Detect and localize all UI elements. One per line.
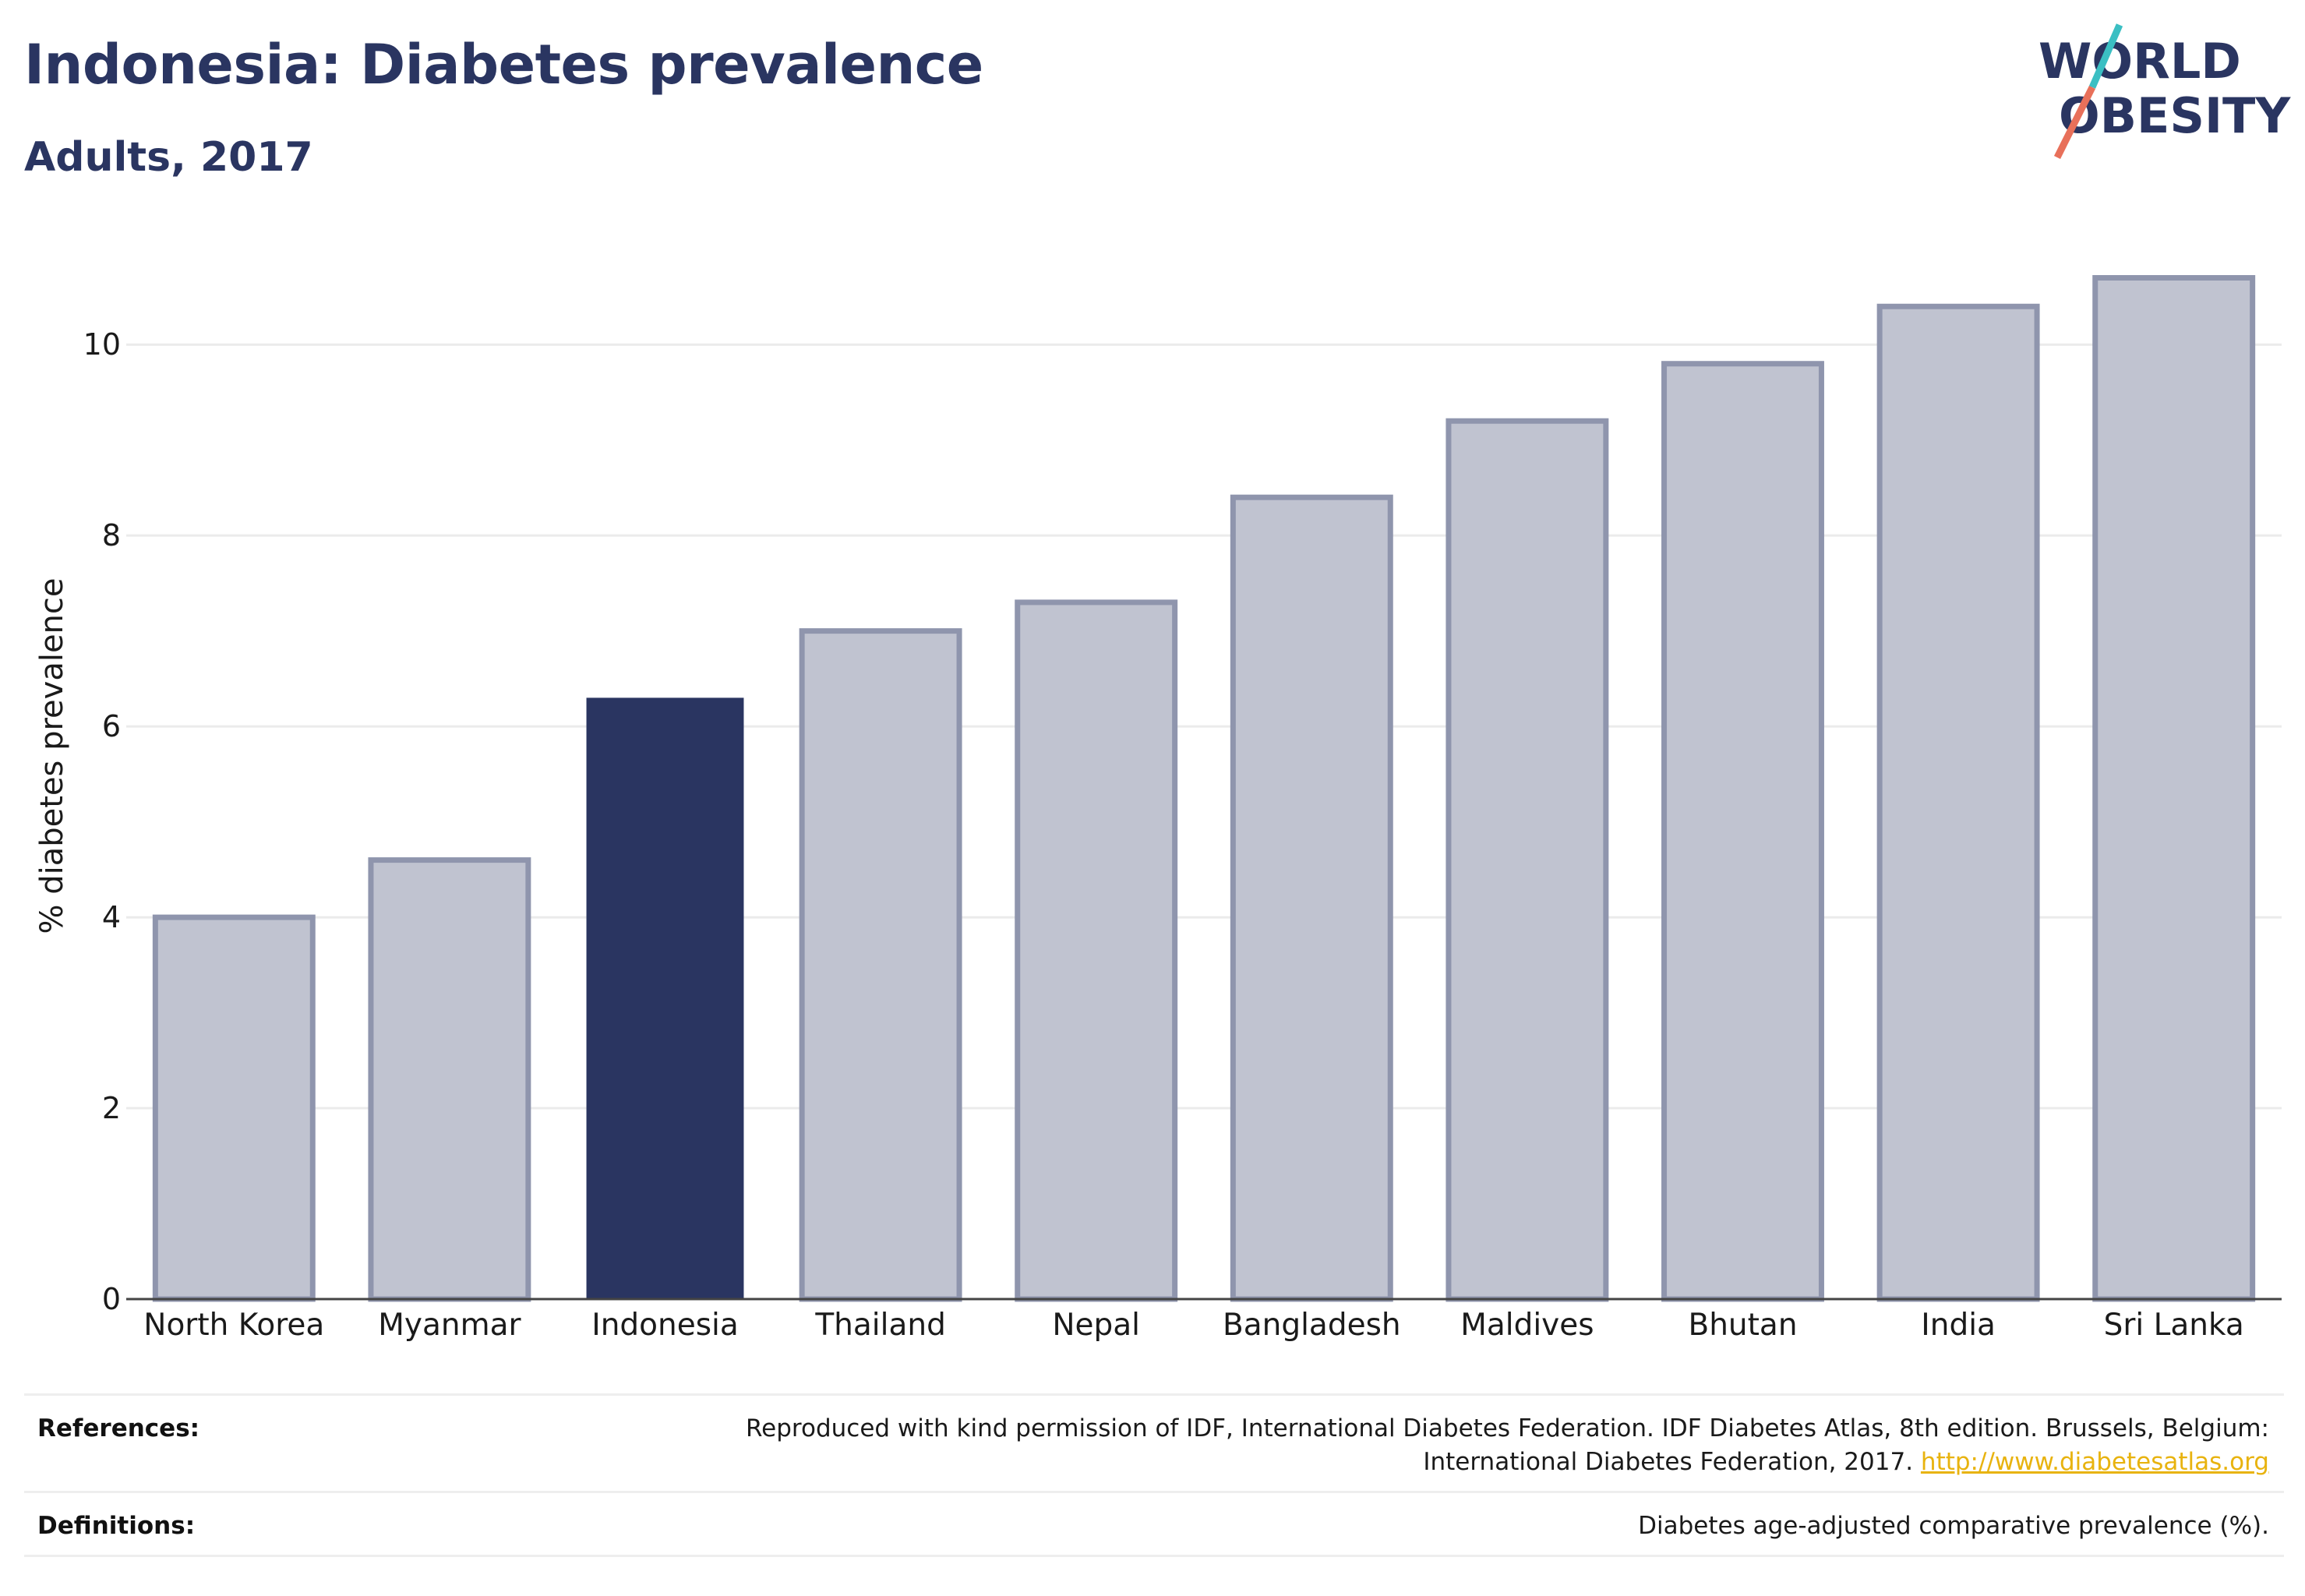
world-obesity-logo: WORLD OBESITY <box>2038 23 2291 160</box>
logo-line-obesity: OBESITY <box>2059 87 2291 144</box>
references-line-2-text: International Diabetes Federation, 2017. <box>1423 1448 1914 1476</box>
x-tick-label: Bangladesh <box>1223 1308 1401 1343</box>
x-tick-label: Sri Lanka <box>2104 1308 2244 1343</box>
chart-subtitle: Adults, 2017 <box>24 134 313 181</box>
bar-maldives <box>1445 418 1609 1302</box>
footer-divider-top <box>24 1393 2284 1396</box>
logo-line-world: WORLD <box>2038 33 2241 90</box>
y-tick-label: 0 <box>102 1282 121 1316</box>
bar-chart: 0 2 4 6 8 10 North Korea Myanmar Indonesia Thail… <box>34 274 2282 1343</box>
y-axis-label: % diabetes prevalence <box>34 577 70 934</box>
bar-thailand <box>799 628 962 1302</box>
x-tick-label: Myanmar <box>378 1308 521 1343</box>
bar-india <box>1876 303 2040 1302</box>
y-tick-label: 10 <box>83 327 121 362</box>
references-text: Reproduced with kind permission of IDF, … <box>746 1412 2269 1479</box>
x-tick-label: India <box>1921 1308 1996 1343</box>
x-tick-label: Bhutan <box>1688 1308 1797 1343</box>
definitions-label: Definitions: <box>37 1512 196 1540</box>
definitions-text: Diabetes age-adjusted comparative preval… <box>1638 1512 2269 1540</box>
x-tick-label: Maldives <box>1460 1308 1594 1343</box>
logo-slash-top <box>2088 23 2123 89</box>
x-tick-label: Indonesia <box>591 1308 739 1343</box>
references-line-1: Reproduced with kind permission of IDF, … <box>746 1414 2269 1442</box>
bar-myanmar <box>368 857 531 1302</box>
logo-slash-bottom <box>2053 85 2096 160</box>
footer-divider-bottom <box>24 1555 2284 1557</box>
x-tick-labels: North Korea Myanmar Indonesia Thailand Nepal… <box>143 1308 2244 1343</box>
bar-indonesia <box>586 697 744 1299</box>
y-tick-labels: 0 2 4 6 8 10 <box>83 327 121 1316</box>
bar-north-korea <box>152 914 316 1302</box>
x-tick-label: Nepal <box>1052 1308 1140 1343</box>
y-tick-label: 6 <box>102 709 121 743</box>
bars <box>152 274 2256 1302</box>
chart-title: Indonesia: Diabetes prevalence <box>24 33 983 97</box>
bar-bangladesh <box>1230 494 1393 1302</box>
y-tick-label: 8 <box>102 518 121 553</box>
references-line-2: International Diabetes Federation, 2017.… <box>746 1446 2269 1479</box>
footer-divider-middle <box>24 1491 2284 1493</box>
y-tick-label: 4 <box>102 900 121 934</box>
bar-nepal <box>1015 599 1178 1302</box>
diabetes-atlas-link[interactable]: http://www.diabetesatlas.org <box>1920 1448 2269 1476</box>
x-tick-label: Thailand <box>814 1308 945 1343</box>
bar-sri-lanka <box>2092 274 2256 1302</box>
y-tick-label: 2 <box>102 1091 121 1125</box>
bar-bhutan <box>1661 361 1824 1302</box>
references-label: References: <box>37 1414 200 1442</box>
x-tick-label: North Korea <box>143 1308 324 1343</box>
